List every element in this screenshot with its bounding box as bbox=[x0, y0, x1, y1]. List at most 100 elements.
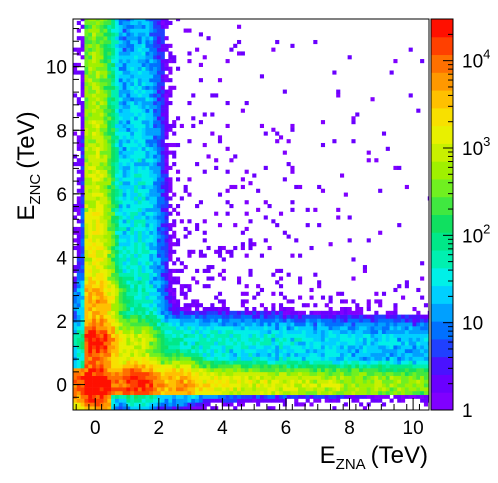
heatmap-cell bbox=[118, 333, 123, 338]
heatmap-cell bbox=[187, 101, 192, 106]
heatmap-cell bbox=[408, 390, 413, 396]
heatmap-cell bbox=[267, 368, 272, 373]
heatmap-cell bbox=[99, 24, 104, 29]
heatmap-cell bbox=[99, 181, 104, 186]
heatmap-cell bbox=[103, 24, 108, 29]
heatmap-cell bbox=[141, 226, 146, 232]
heatmap-cell bbox=[328, 379, 333, 384]
heatmap-cell bbox=[404, 364, 409, 369]
heatmap-cell bbox=[107, 55, 112, 60]
heatmap-cell bbox=[149, 272, 154, 277]
heatmap-cell bbox=[408, 364, 413, 369]
heatmap-cell bbox=[389, 371, 394, 376]
heatmap-cell bbox=[130, 158, 135, 163]
heatmap-cell bbox=[359, 310, 364, 315]
heatmap-cell bbox=[145, 394, 150, 399]
heatmap-cell bbox=[153, 24, 158, 29]
heatmap-cell bbox=[134, 268, 139, 273]
heatmap-cell bbox=[309, 402, 314, 407]
heatmap-cell bbox=[160, 287, 165, 293]
heatmap-cell bbox=[153, 234, 158, 239]
heatmap-cell bbox=[233, 371, 238, 376]
heatmap-cell bbox=[156, 184, 162, 190]
heatmap-cell bbox=[118, 219, 123, 224]
heatmap-cell bbox=[286, 371, 291, 376]
heatmap-cell bbox=[336, 310, 341, 315]
heatmap-cell bbox=[80, 322, 85, 327]
heatmap-cell bbox=[137, 333, 142, 338]
heatmap-cell bbox=[130, 211, 135, 216]
heatmap-cell bbox=[233, 356, 238, 361]
heatmap-cell bbox=[160, 356, 165, 361]
heatmap-cell bbox=[153, 322, 158, 327]
heatmap-cell bbox=[172, 223, 177, 228]
heatmap-cell bbox=[153, 245, 158, 251]
heatmap-cell bbox=[282, 375, 287, 380]
heatmap-cell bbox=[92, 192, 97, 197]
heatmap-cell bbox=[80, 131, 85, 136]
heatmap-cell bbox=[275, 383, 280, 388]
heatmap-cell bbox=[301, 394, 306, 399]
heatmap-cell bbox=[168, 55, 173, 60]
heatmap-cell bbox=[420, 318, 425, 323]
heatmap-cell bbox=[111, 101, 116, 106]
heatmap-cell bbox=[107, 158, 112, 163]
heatmap-cell bbox=[153, 352, 158, 357]
heatmap-cell bbox=[164, 43, 169, 48]
heatmap-cell bbox=[240, 310, 245, 315]
heatmap-cell bbox=[73, 398, 78, 403]
heatmap-cell bbox=[164, 276, 169, 281]
heatmap-cell bbox=[252, 371, 257, 376]
heatmap-cell bbox=[156, 66, 162, 71]
heatmap-cell bbox=[126, 322, 131, 327]
heatmap-cell bbox=[381, 356, 387, 361]
heatmap-cell bbox=[252, 364, 257, 369]
heatmap-cell bbox=[340, 360, 345, 365]
heatmap-cell bbox=[145, 188, 150, 193]
heatmap-cell bbox=[420, 348, 425, 354]
heatmap-cell bbox=[107, 120, 112, 125]
heatmap-cell bbox=[233, 314, 238, 319]
heatmap-cell bbox=[107, 268, 112, 273]
heatmap-cell bbox=[88, 287, 93, 293]
heatmap-cell bbox=[73, 245, 78, 251]
heatmap-cell bbox=[423, 356, 429, 361]
heatmap-cell bbox=[164, 284, 169, 289]
colorbar-segment bbox=[431, 143, 453, 162]
heatmap-cell bbox=[168, 390, 173, 396]
heatmap-cell bbox=[126, 150, 131, 155]
heatmap-cell bbox=[175, 211, 181, 216]
heatmap-cell bbox=[76, 329, 81, 334]
heatmap-cell bbox=[88, 59, 93, 64]
heatmap-cell bbox=[156, 394, 162, 399]
heatmap-cell bbox=[168, 295, 173, 300]
heatmap-cell bbox=[191, 356, 196, 361]
heatmap-cell bbox=[244, 169, 249, 174]
colorbar-tick-label: 10 bbox=[462, 314, 483, 335]
x-axis-title: EZNA (TeV) bbox=[320, 442, 428, 473]
heatmap-cell bbox=[271, 303, 276, 308]
heatmap-cell bbox=[73, 387, 78, 392]
heatmap-cell bbox=[156, 390, 162, 396]
heatmap-cell bbox=[248, 398, 253, 403]
colorbar-tick-label: 104 bbox=[462, 47, 490, 73]
heatmap-cell bbox=[130, 51, 135, 56]
heatmap-cell bbox=[240, 394, 245, 399]
heatmap-cell bbox=[206, 268, 211, 273]
heatmap-cell bbox=[233, 154, 238, 159]
heatmap-cell bbox=[156, 257, 162, 262]
heatmap-cell bbox=[244, 333, 249, 338]
heatmap-cell bbox=[122, 47, 127, 52]
heatmap-cell bbox=[195, 307, 200, 312]
heatmap-cell bbox=[347, 318, 352, 323]
heatmap-cell bbox=[153, 131, 158, 136]
heatmap-cell bbox=[76, 169, 81, 174]
heatmap-cell bbox=[111, 341, 116, 346]
heatmap-cell bbox=[122, 364, 127, 369]
heatmap-cell bbox=[122, 173, 127, 178]
heatmap-cell bbox=[99, 398, 104, 403]
heatmap-cell bbox=[256, 398, 261, 403]
heatmap-cell bbox=[401, 329, 406, 334]
heatmap-cell bbox=[183, 265, 188, 270]
heatmap-cell bbox=[130, 402, 135, 407]
